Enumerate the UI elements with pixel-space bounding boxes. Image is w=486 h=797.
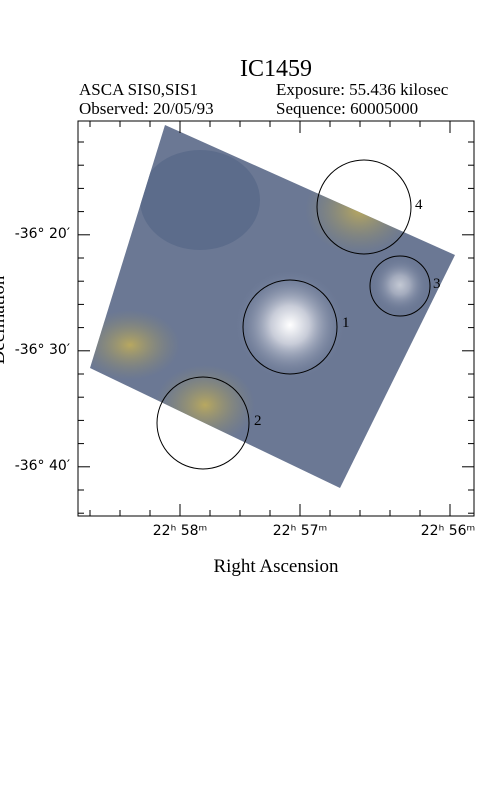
y-tick-label: -36° 30′: [15, 342, 70, 358]
sequence: Sequence: 60005000: [276, 99, 418, 118]
title: IC1459: [240, 56, 312, 82]
x-axis-label: Right Ascension: [213, 556, 339, 577]
tick-marks: [78, 121, 474, 516]
x-tick-label: 22ʰ 58ᵐ: [153, 523, 207, 539]
image: [90, 125, 455, 488]
region-label: 1: [342, 315, 350, 331]
exposure: Exposure: 55.436 kilosec: [276, 80, 449, 99]
y-axis-label: Declination: [0, 275, 9, 364]
region-label: 3: [433, 276, 441, 292]
region-label: 2: [254, 413, 262, 429]
instrument: ASCA SIS0,SIS1: [79, 80, 198, 99]
regions: [156, 159, 431, 470]
frame: [77, 120, 475, 517]
region-label: 4: [415, 197, 423, 213]
x-tick-label: 22ʰ 57ᵐ: [273, 523, 327, 539]
observed: Observed: 20/05/93: [79, 99, 214, 118]
x-tick-label: 22ʰ 56ᵐ: [421, 523, 475, 539]
y-tick-label: -36° 40′: [15, 458, 70, 474]
y-tick-label: -36° 20′: [15, 226, 70, 242]
